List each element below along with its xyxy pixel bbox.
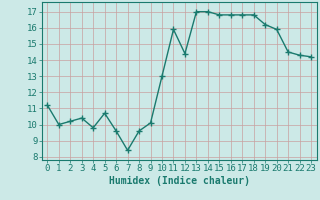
X-axis label: Humidex (Indice chaleur): Humidex (Indice chaleur) [109,176,250,186]
